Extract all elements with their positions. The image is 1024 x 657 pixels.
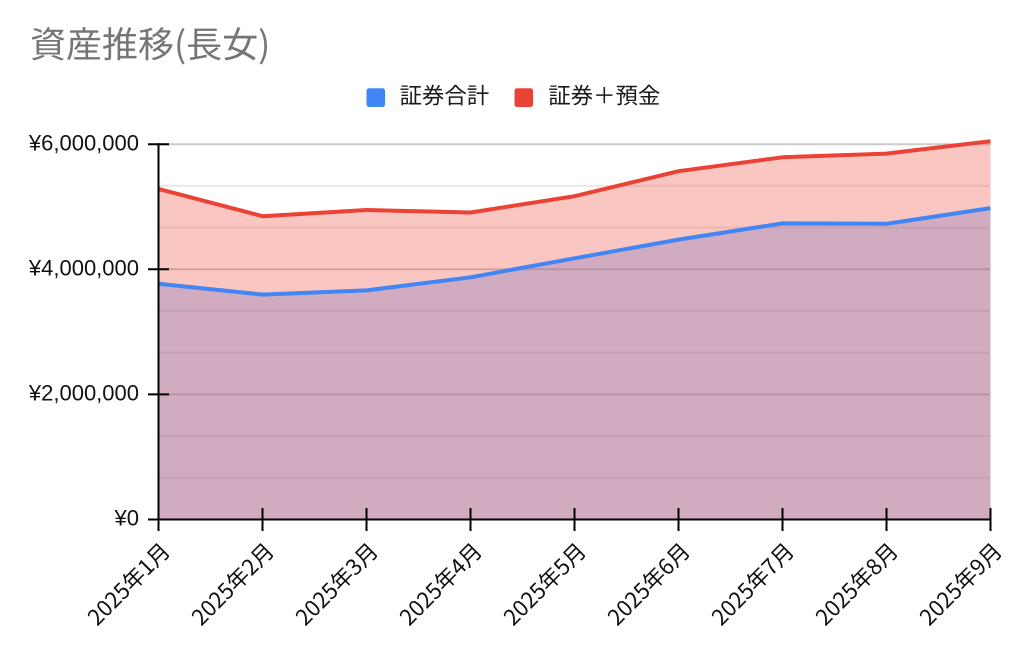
svg-text:¥2,000,000: ¥2,000,000 [28, 381, 139, 406]
svg-text:¥0: ¥0 [114, 506, 139, 531]
svg-text:¥6,000,000: ¥6,000,000 [28, 130, 139, 155]
svg-text:¥4,000,000: ¥4,000,000 [28, 256, 139, 281]
